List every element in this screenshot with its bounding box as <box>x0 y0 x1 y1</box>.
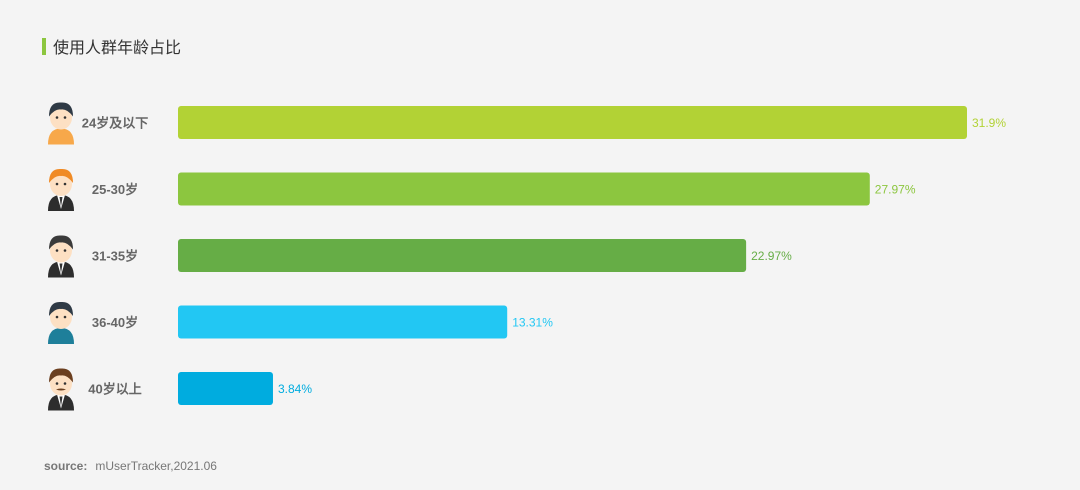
category-label: 36-40岁 <box>92 315 138 330</box>
ginger-man-avatar-icon <box>48 168 74 211</box>
value-label: 13.31% <box>512 316 553 330</box>
chart-title: 使用人群年龄占比 <box>53 40 182 57</box>
bar <box>178 372 273 405</box>
young-man-avatar-icon <box>48 301 74 344</box>
bar <box>178 172 870 206</box>
mustache-man-avatar-icon <box>48 368 74 411</box>
source-text: mUserTracker,2021.06 <box>95 459 217 473</box>
age-bar-chart: 24岁及以下 31.9% 25-30岁 27.97% 31-35岁 22.97% 36-40… <box>48 102 1006 411</box>
bar <box>178 239 747 272</box>
source-note: source: mUserTracker,2021.06 <box>44 459 217 473</box>
value-label: 27.97% <box>875 183 916 197</box>
chart-title-group: 使用人群年龄占比 <box>42 34 181 58</box>
source-label: source: <box>44 459 88 473</box>
category-label: 24岁及以下 <box>82 116 148 131</box>
value-label: 3.84% <box>278 382 312 396</box>
bar <box>178 106 967 139</box>
suit-man-avatar-icon <box>48 235 74 278</box>
category-label: 31-35岁 <box>92 249 138 264</box>
value-label: 22.97% <box>751 249 792 263</box>
category-label: 25-30岁 <box>92 182 138 197</box>
category-label: 40岁以上 <box>88 382 141 397</box>
value-label: 31.9% <box>972 116 1006 130</box>
boy-avatar-icon <box>48 102 74 145</box>
title-accent-bar <box>42 37 46 55</box>
bar <box>178 305 508 339</box>
